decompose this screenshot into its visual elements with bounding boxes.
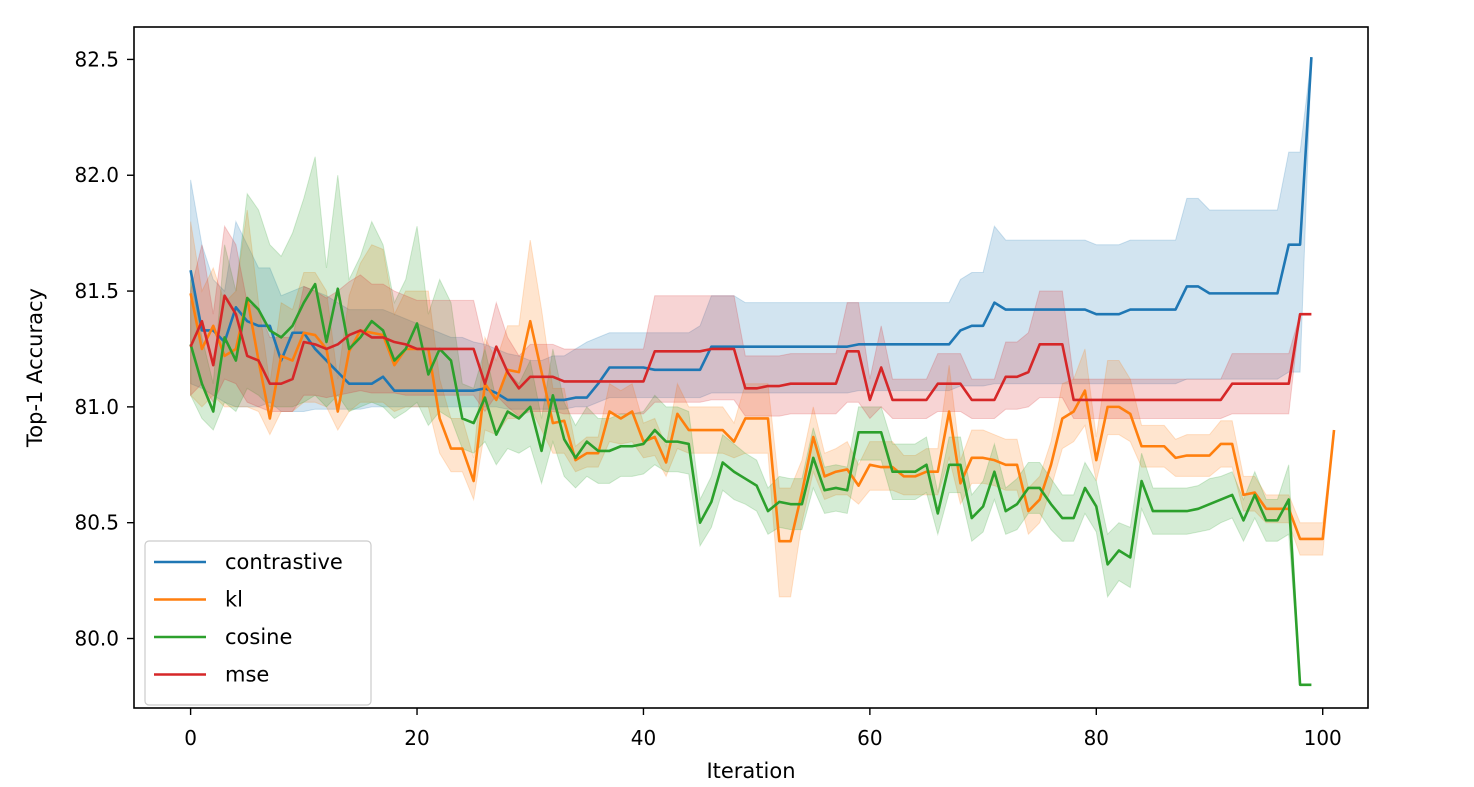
line-contrastive [189, 57, 1313, 402]
x-tick-label: 80 [1084, 726, 1109, 750]
legend-label-cosine: cosine [225, 625, 292, 649]
x-axis: 0 20 40 60 80 100 [184, 708, 1342, 750]
series-lines [189, 57, 1336, 687]
line-kl [189, 293, 1336, 543]
y-axis: 80.0 80.5 81.0 81.5 82.0 82.5 [74, 47, 134, 651]
y-tick-label: 80.5 [74, 511, 119, 535]
x-tick-label: 60 [857, 726, 882, 750]
x-tick-label: 20 [404, 726, 429, 750]
y-tick-label: 82.5 [74, 47, 119, 71]
x-tick-label: 0 [184, 726, 197, 750]
plot-frame [133, 26, 1369, 709]
legend-box [144, 540, 372, 706]
y-tick-label: 81.0 [74, 395, 119, 419]
legend-label-contrastive: contrastive [225, 550, 343, 574]
x-axis-label: Iteration [706, 759, 795, 783]
y-axis-label: Top-1 Accuracy [23, 288, 47, 448]
legend: contrastive kl cosine mse [144, 540, 372, 706]
band-contrastive [190, 57, 1312, 413]
x-tick-label: 100 [1304, 726, 1342, 750]
line-mse [189, 294, 1312, 402]
y-tick-label: 80.0 [74, 627, 119, 651]
legend-label-mse: mse [225, 663, 269, 687]
legend-label-kl: kl [225, 588, 243, 612]
y-tick-label: 82.0 [74, 163, 119, 187]
line-cosine [189, 282, 1312, 687]
y-tick-label: 81.5 [74, 279, 119, 303]
x-tick-label: 40 [631, 726, 656, 750]
